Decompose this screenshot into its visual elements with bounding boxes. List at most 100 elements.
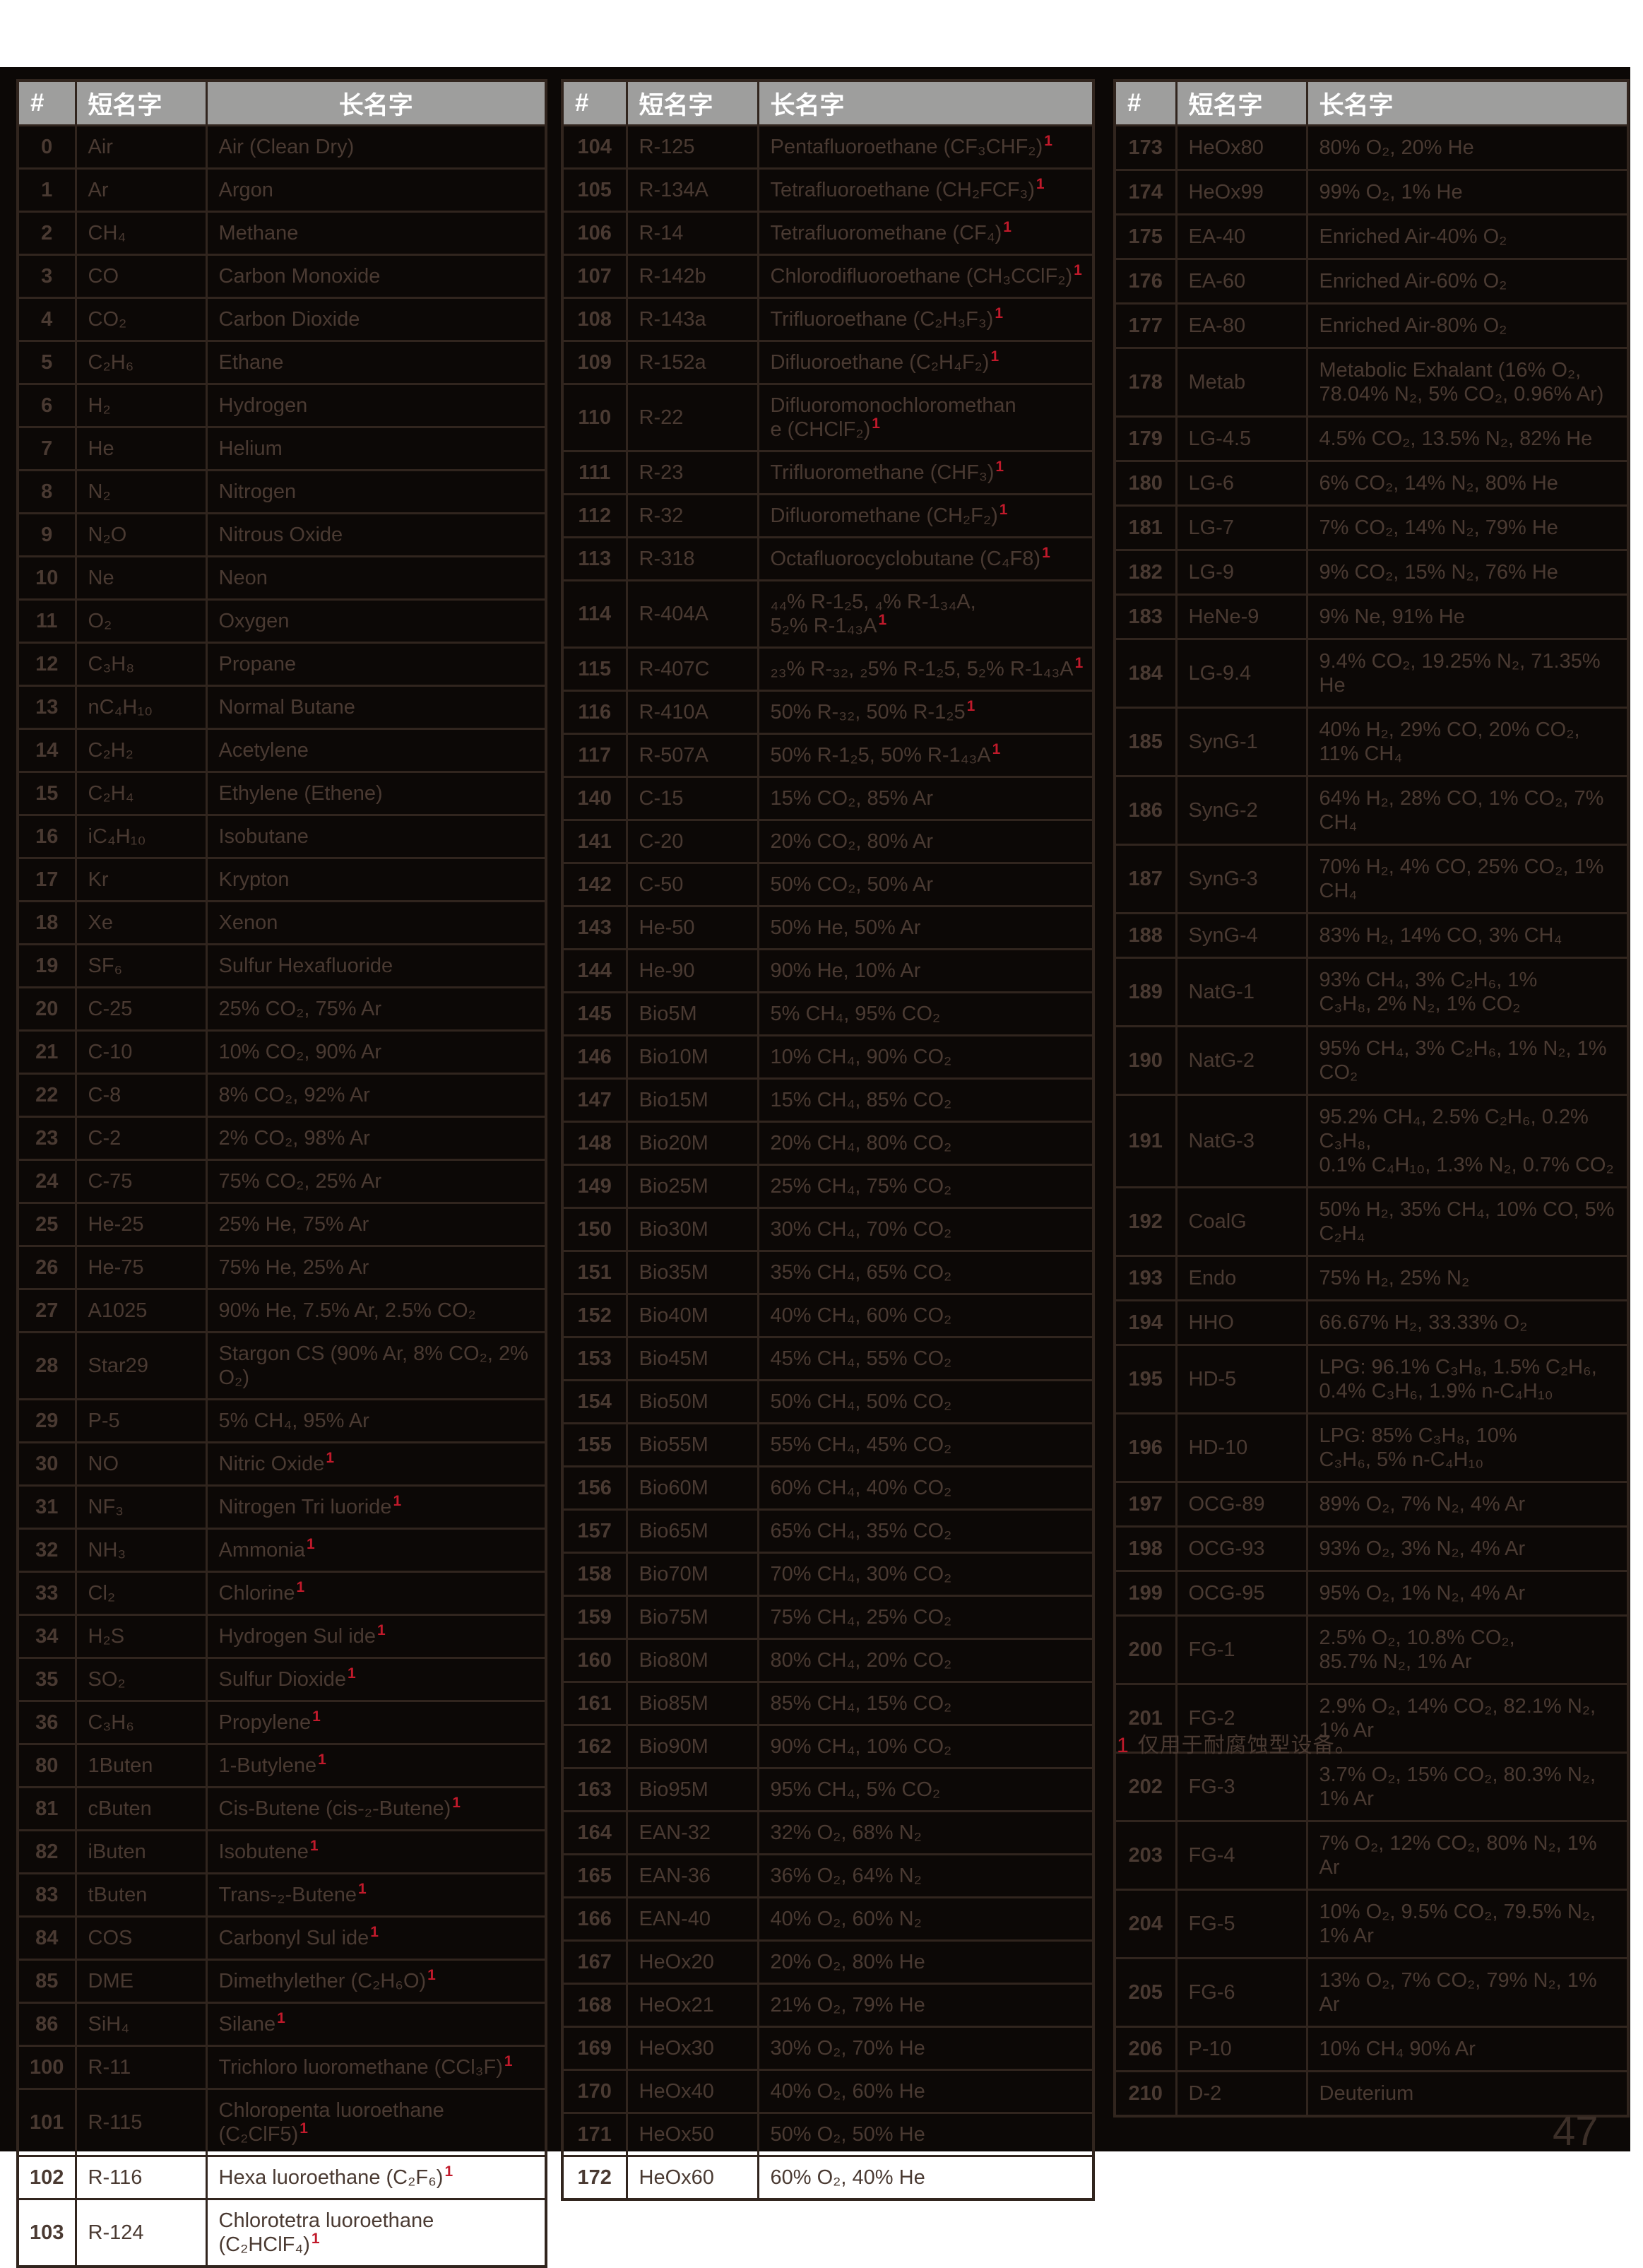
table-row: 27 A1025 90% He, 7.5% Ar, 2.5% CO₂ [16,1288,547,1333]
gas-long-name-cell: 21% O₂, 79% He [757,1983,1095,2028]
table-row: 191 NatG-3 95.2% CH₄, 2.5% C₂H₆, 0.2% C₃… [1113,1094,1630,1188]
gas-number-cell: 21 [16,1029,77,1075]
gas-long-name-cell: 90% He, 7.5% Ar, 2.5% CO₂ [205,1288,547,1333]
gas-long-name-cell: Acetylene [205,728,547,773]
gas-short-name-cell: He-25 [74,1202,208,1247]
table-row: 163 Bio95M 95% CH₄, 5% CO₂ [561,1767,1095,1812]
gas-short-name-cell: Bio30M [625,1207,759,1252]
gas-number-cell: 170 [561,2069,628,2114]
gas-number-cell: 9 [16,512,77,557]
gas-short-name-cell: Bio45M [625,1336,759,1381]
gas-number-cell: 152 [561,1293,628,1338]
gas-number-cell: 174 [1113,169,1178,215]
table-row: 104 R-125 Pentafluoroethane (CF₃CHF₂)1 [561,124,1095,170]
table-row: 32 NH₃ Ammonia1 [16,1528,547,1573]
table-row: 186 SynG-2 64% H₂, 28% CO, 1% CO₂, 7% CH… [1113,775,1630,846]
gas-long-name-cell: 30% CH₄, 70% CO₂ [757,1207,1095,1252]
table-row: 23 C-2 2% CO₂, 98% Ar [16,1116,547,1161]
gas-number-cell: 20 [16,986,77,1032]
gas-long-name-cell: Argon [205,167,547,213]
table-row: 187 SynG-3 70% H₂, 4% CO, 25% CO₂, 1% CH… [1113,844,1630,914]
footnote-marker: 1 [452,1795,461,1812]
gas-short-name-cell: EA-80 [1175,302,1308,349]
table-row: 0 Air Air (Clean Dry) [16,124,547,170]
gas-long-name-cell: Carbon Dioxide [205,297,547,342]
gas-long-name-cell: Silane1 [205,2002,547,2047]
table-row: 103 R-124 Chlorotetra luoroethane (C₂HCl… [16,2198,547,2268]
gas-long-name-cell: Nitric Oxide1 [205,1441,547,1487]
gas-number-cell: 25 [16,1202,77,1247]
gas-number-cell: 85 [16,1959,77,2004]
gas-long-name-cell: Enriched Air-60% O₂ [1305,258,1630,305]
gas-long-name-cell: 45% CH₄, 55% CO₂ [757,1336,1095,1381]
gas-long-name-cell: ₂₃% R-₃₂, ₂5% R-1₂5, 5₂% R-1₄₃A1 [757,646,1095,692]
gas-long-name-cell: 95.2% CH₄, 2.5% C₂H₆, 0.2% C₃H₈, 0.1% C₄… [1305,1094,1630,1188]
gas-short-name-cell: C₂H₂ [74,728,208,773]
gas-short-name-cell: DME [74,1959,208,2004]
gas-long-name-cell: 25% CO₂, 75% Ar [205,986,547,1032]
table-row: 200 FG-1 2.5% O₂, 10.8% CO₂, 85.7% N₂, 1… [1113,1614,1630,1685]
gas-long-name-cell: 80% O₂, 20% He [1305,124,1630,171]
gas-long-name-cell: Enriched Air-80% O₂ [1305,302,1630,349]
table-row: 182 LG-9 9% CO₂, 15% N₂, 76% He [1113,549,1630,596]
gas-long-name-cell: Krypton [205,857,547,902]
table-row: 12 C₃H₈ Propane [16,642,547,687]
table-row: 111 R-23 Trifluoromethane (CHF₃)1 [561,450,1095,495]
gas-short-name-cell: HeNe-9 [1175,593,1308,640]
gas-short-name-cell: C₂H₆ [74,340,208,385]
gas-long-name-cell: 70% H₂, 4% CO, 25% CO₂, 1% CH₄ [1305,844,1630,914]
gas-number-cell: 33 [16,1571,77,1616]
gas-short-name-cell: SO₂ [74,1657,208,1702]
gas-short-name-cell: COS [74,1915,208,1961]
column-header-long-name: 长名字 [1305,79,1630,126]
table-row: 140 C-15 15% CO₂, 85% Ar [561,776,1095,821]
gas-short-name-cell: Cl₂ [74,1571,208,1616]
table-row: 7 He Helium [16,426,547,471]
gas-short-name-cell: NatG-3 [1175,1094,1308,1188]
column-header-number: # [561,79,628,126]
gas-short-name-cell: C-75 [74,1159,208,1204]
gas-short-name-cell: Bio20M [625,1121,759,1166]
gas-short-name-cell: OCG-89 [1175,1481,1308,1528]
gas-short-name-cell: R-410A [625,690,759,735]
gas-short-name-cell: R-124 [74,2198,208,2268]
gas-number-cell: 187 [1113,844,1178,914]
footnote-marker: 1 [444,2163,453,2180]
header-row: # 短名字 长名字 [1113,79,1630,126]
gas-short-name-cell: Bio80M [625,1638,759,1683]
table-row: 203 FG-4 7% O₂, 12% CO₂, 80% N₂, 1% Ar [1113,1820,1630,1891]
gas-number-cell: 22 [16,1073,77,1118]
table-row: 206 P-10 10% CH₄ 90% Ar [1113,2026,1630,2072]
table-row: 147 Bio15M 15% CH₄, 85% CO₂ [561,1077,1095,1123]
table-row: 172 HeOx60 60% O₂, 40% He [561,2155,1095,2201]
gas-short-name-cell: 1Buten [74,1743,208,1788]
gas-long-name-cell: 20% CH₄, 80% CO₂ [757,1121,1095,1166]
gas-long-name-cell: 75% CO₂, 25% Ar [205,1159,547,1204]
gas-short-name-cell: R-407C [625,646,759,692]
gas-short-name-cell: SynG-2 [1175,775,1308,846]
gas-short-name-cell: HD-5 [1175,1344,1308,1414]
gas-number-cell: 102 [16,2155,77,2200]
table-row: 20 C-25 25% CO₂, 75% Ar [16,986,547,1032]
gas-number-cell: 116 [561,690,628,735]
table-row: 199 OCG-95 95% O₂, 1% N₂, 4% Ar [1113,1570,1630,1617]
gas-short-name-cell: FG-5 [1175,1889,1308,1959]
gas-short-name-cell: Bio15M [625,1077,759,1123]
gas-number-cell: 5 [16,340,77,385]
gas-long-name-cell: Chlorodifluoroethane (CH₃CClF₂)1 [757,254,1095,299]
gas-short-name-cell: C-2 [74,1116,208,1161]
table-row: 5 C₂H₆ Ethane [16,340,547,385]
gas-number-cell: 29 [16,1398,77,1443]
gas-long-name-cell: Difluoromonochloromethan e (CHClF₂)1 [757,383,1095,452]
gas-long-name-cell: Dimethylether (C₂H₆O)1 [205,1959,547,2004]
table-row: 176 EA-60 Enriched Air-60% O₂ [1113,258,1630,305]
table-row: 35 SO₂ Sulfur Dioxide1 [16,1657,547,1702]
footnote-marker: 1 [1117,1734,1129,1757]
footnote-marker: 1 [299,2120,308,2137]
table-row: 196 HD-10 LPG: 85% C₃H₈, 10% C₃H₆, 5% n-… [1113,1412,1630,1483]
gas-short-name-cell: Bio85M [625,1681,759,1726]
gas-short-name-cell: SynG-3 [1175,844,1308,914]
table-row: 164 EAN-32 32% O₂, 68% N₂ [561,1810,1095,1855]
table-row: 107 R-142b Chlorodifluoroethane (CH₃CClF… [561,254,1095,299]
gas-long-name-cell: Chlorine1 [205,1571,547,1616]
